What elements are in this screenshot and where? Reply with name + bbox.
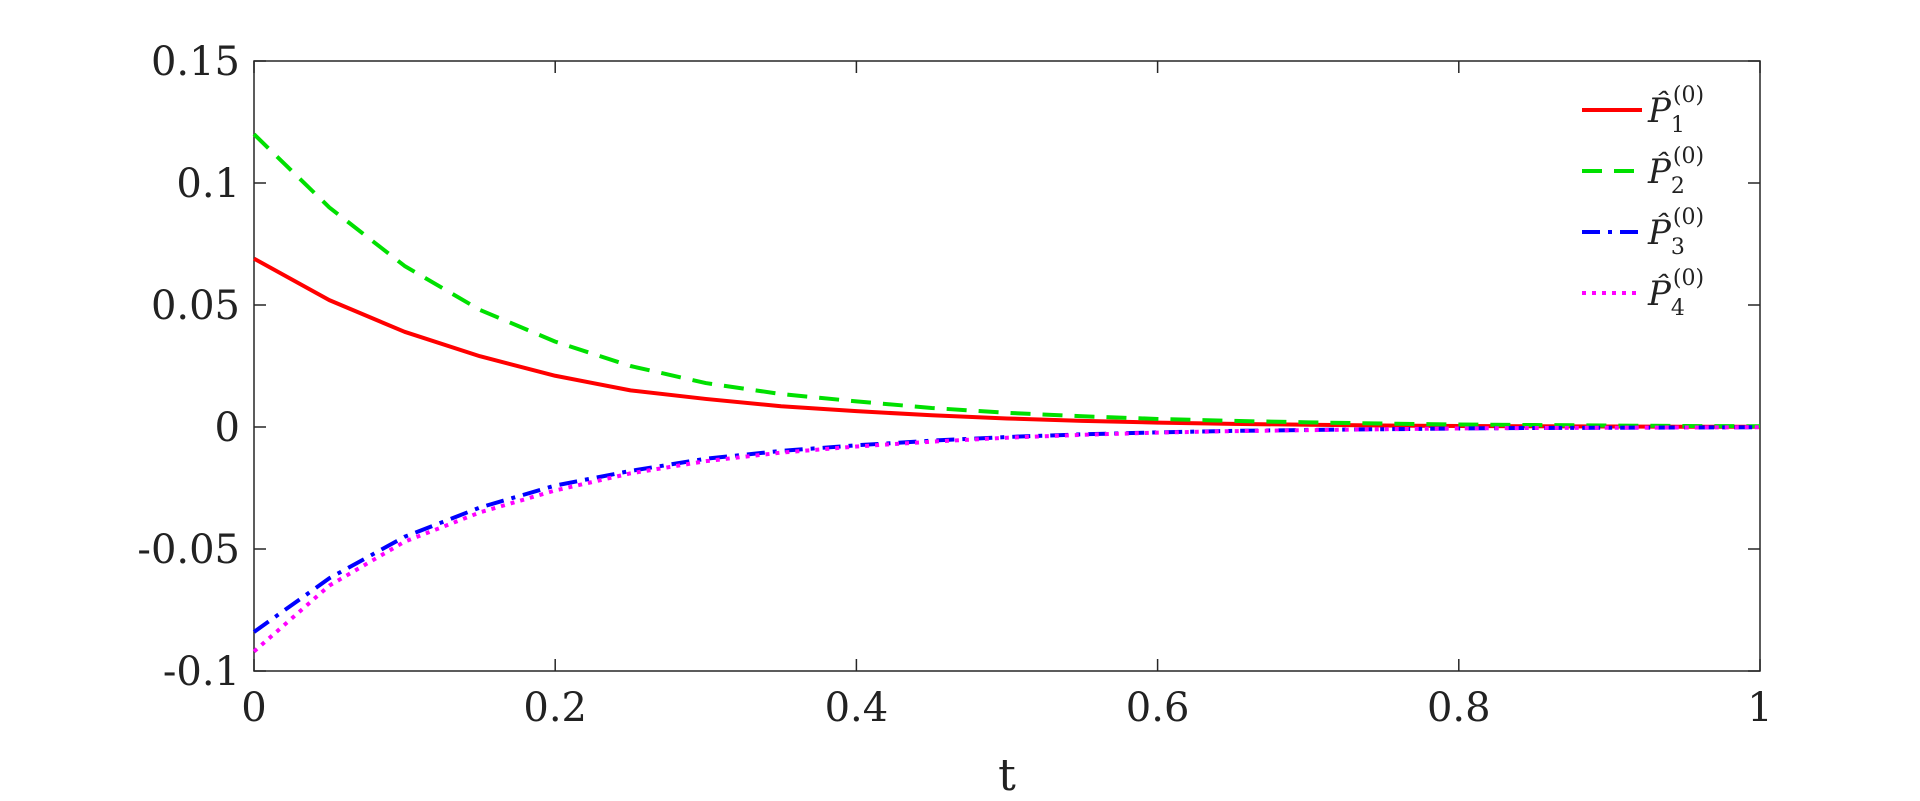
legend-label-base: P̂	[1647, 151, 1672, 192]
y-tick-label: 0.15	[151, 39, 240, 85]
legend-label: P̂1 (0)	[1647, 83, 1704, 138]
legend-label-sub: 2	[1671, 174, 1685, 199]
x-tick-label: 0.8	[1427, 685, 1491, 731]
x-tick-label: 0	[241, 685, 266, 731]
y-tick-label: 0.05	[151, 283, 240, 329]
legend-label-sub: 4	[1671, 296, 1685, 321]
plot-area	[253, 60, 1761, 672]
series-line-4	[252, 425, 1761, 653]
y-tick-label: -0.1	[163, 649, 240, 695]
x-tick-label: 0.2	[523, 685, 587, 731]
legend-label: P̂3 (0)	[1647, 205, 1704, 260]
legend-label-base: P̂	[1647, 273, 1672, 314]
legend-label-base: P̂	[1647, 90, 1672, 131]
legend-label-sup: (0)	[1673, 205, 1704, 230]
legend-label-sub: 1	[1671, 113, 1685, 138]
legend-label-base: P̂	[1647, 212, 1672, 253]
legend-label-sup: (0)	[1673, 144, 1704, 169]
y-tick-label: 0	[215, 405, 240, 451]
x-tick-label: 0.4	[825, 685, 889, 731]
legend-label: P̂4 (0)	[1647, 266, 1704, 321]
x-tick-label: 1	[1747, 685, 1772, 731]
axis-ticks: 0 0.2 0.4 0.6 0.8 1 -0.1 -0.05 0 0.05 0.1 0.15	[137, 39, 1772, 731]
x-axis-title: t	[998, 750, 1016, 801]
legend-label-sup: (0)	[1673, 266, 1704, 291]
series-line-2	[252, 132, 1761, 429]
y-tick-label: 0.1	[176, 161, 240, 207]
series-lines	[252, 132, 1761, 653]
series-line-3	[252, 425, 1761, 634]
y-tick-label: -0.05	[137, 527, 240, 573]
legend-label: P̂2 (0)	[1647, 144, 1704, 199]
legend: P̂1(0)P̂2(0)P̂3(0)P̂4(0)	[1582, 83, 1704, 321]
legend-label-sub: 3	[1671, 235, 1685, 260]
x-tick-label: 0.6	[1126, 685, 1190, 731]
legend-label-sup: (0)	[1673, 83, 1704, 108]
